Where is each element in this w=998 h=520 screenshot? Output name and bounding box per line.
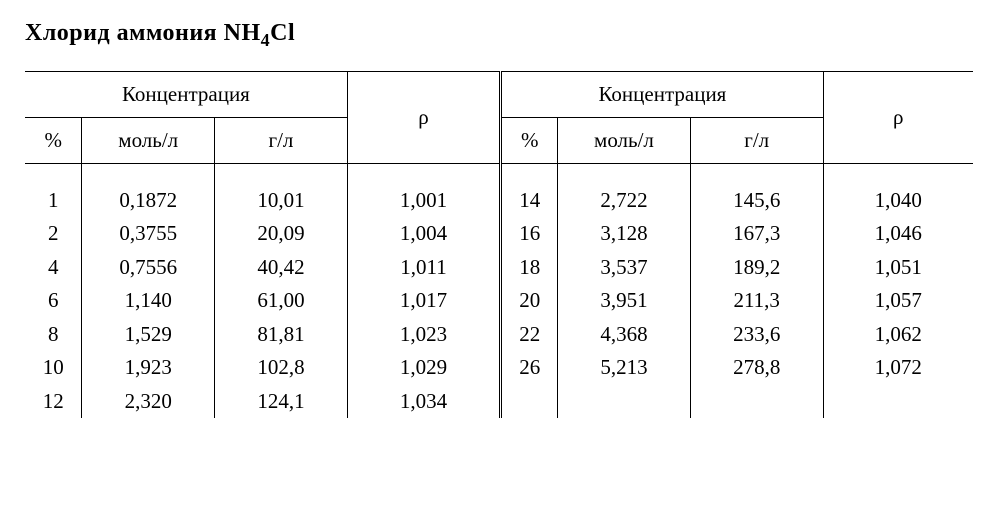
header-concentration-right: Концентрация	[501, 71, 823, 117]
cell-mol: 5,213	[558, 351, 691, 385]
cell-gl	[690, 385, 823, 419]
table-row: 20,375520,091,004163,128167,31,046	[25, 217, 973, 251]
cell-gl: 278,8	[690, 351, 823, 385]
cell-rho: 1,057	[823, 284, 973, 318]
cell-percent: 10	[25, 351, 82, 385]
title-text: Хлорид аммония NH	[25, 20, 261, 46]
cell-percent: 12	[25, 385, 82, 419]
title-subscript: 4	[261, 30, 271, 50]
cell-mol: 3,128	[558, 217, 691, 251]
cell-percent: 4	[25, 251, 82, 285]
header-concentration-left: Концентрация	[25, 71, 347, 117]
cell-gl: 189,2	[690, 251, 823, 285]
cell-rho: 1,051	[823, 251, 973, 285]
cell-mol: 3,951	[558, 284, 691, 318]
cell-gl: 61,00	[215, 284, 348, 318]
cell-percent: 20	[501, 284, 558, 318]
cell-rho: 1,029	[347, 351, 500, 385]
header-gl-left: г/л	[215, 117, 348, 163]
cell-percent	[501, 385, 558, 419]
cell-rho: 1,062	[823, 318, 973, 352]
cell-gl: 81,81	[215, 318, 348, 352]
header-gl-right: г/л	[690, 117, 823, 163]
density-table: Концентрация ρ Концентрация ρ % моль/л г…	[25, 71, 973, 419]
cell-percent: 16	[501, 217, 558, 251]
cell-rho: 1,017	[347, 284, 500, 318]
cell-percent: 26	[501, 351, 558, 385]
cell-mol: 1,923	[82, 351, 215, 385]
cell-mol: 1,529	[82, 318, 215, 352]
header-percent-left: %	[25, 117, 82, 163]
cell-mol: 2,722	[558, 184, 691, 218]
cell-mol	[558, 385, 691, 419]
cell-mol: 1,140	[82, 284, 215, 318]
cell-rho: 1,011	[347, 251, 500, 285]
cell-mol: 0,3755	[82, 217, 215, 251]
cell-percent: 14	[501, 184, 558, 218]
cell-percent: 2	[25, 217, 82, 251]
cell-rho: 1,004	[347, 217, 500, 251]
title-tail: Cl	[270, 20, 295, 46]
cell-mol: 4,368	[558, 318, 691, 352]
cell-rho: 1,046	[823, 217, 973, 251]
table-row: 122,320124,11,034	[25, 385, 973, 419]
cell-percent: 1	[25, 184, 82, 218]
cell-percent: 18	[501, 251, 558, 285]
cell-mol: 0,1872	[82, 184, 215, 218]
header-rho-left: ρ	[347, 71, 500, 163]
cell-gl: 145,6	[690, 184, 823, 218]
cell-gl: 40,42	[215, 251, 348, 285]
cell-gl: 167,3	[690, 217, 823, 251]
table-row: 40,755640,421,011183,537189,21,051	[25, 251, 973, 285]
cell-rho: 1,034	[347, 385, 500, 419]
header-rho-right: ρ	[823, 71, 973, 163]
cell-percent: 8	[25, 318, 82, 352]
page-title: Хлорид аммония NH4Cl	[25, 20, 973, 51]
table-row: 61,14061,001,017203,951211,31,057	[25, 284, 973, 318]
cell-rho: 1,023	[347, 318, 500, 352]
cell-gl: 10,01	[215, 184, 348, 218]
cell-percent: 22	[501, 318, 558, 352]
cell-gl: 124,1	[215, 385, 348, 419]
cell-rho: 1,001	[347, 184, 500, 218]
table-row: 10,187210,011,001142,722145,61,040	[25, 184, 973, 218]
cell-mol: 0,7556	[82, 251, 215, 285]
header-mol-left: моль/л	[82, 117, 215, 163]
cell-rho	[823, 385, 973, 419]
cell-mol: 3,537	[558, 251, 691, 285]
cell-gl: 211,3	[690, 284, 823, 318]
cell-rho: 1,072	[823, 351, 973, 385]
cell-gl: 102,8	[215, 351, 348, 385]
cell-gl: 20,09	[215, 217, 348, 251]
cell-gl: 233,6	[690, 318, 823, 352]
cell-mol: 2,320	[82, 385, 215, 419]
table-row: 81,52981,811,023224,368233,61,062	[25, 318, 973, 352]
cell-percent: 6	[25, 284, 82, 318]
table-row: 101,923102,81,029265,213278,81,072	[25, 351, 973, 385]
header-percent-right: %	[501, 117, 558, 163]
cell-rho: 1,040	[823, 184, 973, 218]
header-mol-right: моль/л	[558, 117, 691, 163]
